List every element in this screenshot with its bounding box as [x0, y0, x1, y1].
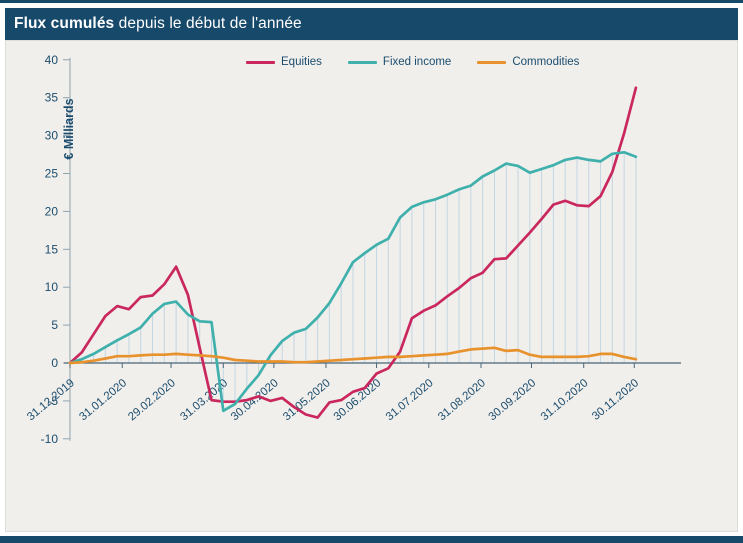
y-tick-label: 30 — [45, 129, 59, 143]
fixed-income-line-swatch-icon — [347, 60, 377, 64]
y-tick-label: 15 — [45, 242, 59, 256]
y-tick-label: 25 — [45, 167, 59, 181]
x-tick-label: 31.08.2020 — [436, 377, 488, 423]
equities-line-swatch-icon — [246, 60, 275, 64]
x-tick-label: 29.02.2020 — [126, 377, 178, 423]
y-tick-label: 35 — [45, 91, 59, 105]
x-tick-label: 30.09.2020 — [487, 377, 539, 423]
series-line-equities — [68, 86, 638, 419]
y-axis-title: € Milliards — [62, 98, 76, 160]
y-axis: 40 35 30 25 20 15 10 5 0 -5 -10 — [41, 53, 71, 446]
legend-label-fixed-income: Fixed income — [382, 56, 452, 68]
commodities-line-swatch-icon — [477, 60, 507, 64]
legend-item-equities: Equities — [246, 56, 322, 68]
x-tick-label: 30.11.2020 — [590, 377, 641, 423]
y-tick-label: -10 — [41, 432, 59, 446]
series-line-commodities — [68, 346, 638, 365]
legend-item-fixed-income: Fixed income — [347, 56, 452, 68]
weekly-drop-gridlines — [81, 152, 637, 411]
series-line-fixed-income — [68, 150, 638, 413]
chart-panel — [5, 40, 738, 532]
y-tick-label: -5 — [47, 394, 58, 408]
chart-legend: Equities Fixed income Commodities — [246, 56, 579, 68]
legend-label-commodities: Commodities — [512, 56, 580, 68]
x-tick-label: 31.07.2020 — [384, 377, 436, 423]
legend-item-commodities: Commodities — [477, 56, 579, 68]
x-tick-label: 31.01.2020 — [77, 377, 129, 423]
y-tick-label: 10 — [45, 280, 59, 294]
x-tick-label: 31.10.2020 — [539, 377, 591, 423]
series-lines — [68, 86, 638, 419]
page-title-rest: depuis le début de l'année — [114, 15, 302, 32]
chart-title-bar: Flux cumulés depuis le début de l'année — [5, 8, 738, 40]
bottom-border-bar — [0, 536, 743, 543]
y-tick-label: 0 — [51, 356, 58, 370]
page-title-bold: Flux cumulés — [14, 15, 115, 32]
top-border-line — [0, 0, 743, 3]
y-tick-label: 5 — [51, 318, 58, 332]
y-tick-label: 40 — [45, 53, 59, 67]
y-tick-label: 20 — [45, 204, 59, 218]
legend-label-equities: Equities — [281, 56, 322, 68]
x-tick-label: 31.05.2020 — [281, 377, 333, 423]
x-tick-label: 31.12.2019 — [25, 377, 77, 423]
